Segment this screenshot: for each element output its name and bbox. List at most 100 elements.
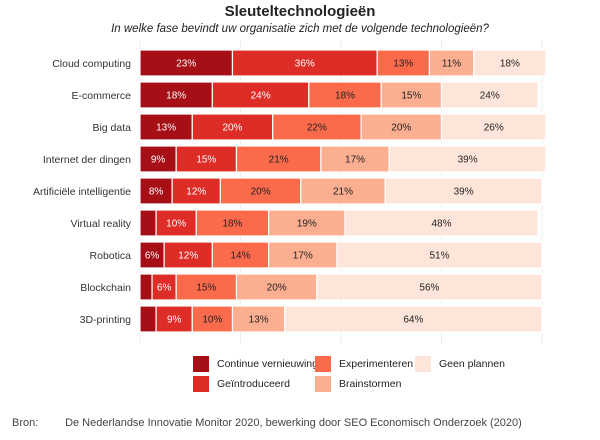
bar-segment — [300, 177, 386, 205]
bar-segment — [175, 145, 238, 173]
legend-item: Experimenteren — [315, 356, 413, 372]
data-label: 13% — [393, 59, 413, 70]
legend-label: Geen plannen — [439, 358, 505, 370]
category-label: Robotica — [90, 250, 132, 262]
category-label: Artificiële intelligentie — [33, 186, 131, 198]
data-label: 26% — [484, 123, 504, 134]
bar-segment — [473, 49, 547, 77]
category-label: E-commerce — [71, 90, 131, 102]
data-label: 17% — [293, 251, 313, 262]
data-label: 18% — [222, 219, 242, 230]
data-label: 10% — [166, 219, 186, 230]
bar-segment — [139, 113, 193, 141]
source-label: Bron: — [12, 417, 39, 429]
bar-segment — [175, 273, 238, 301]
data-label: 51% — [429, 251, 449, 262]
data-label: 11% — [442, 59, 461, 70]
chart-subtitle: In welke fase bevindt uw organisatie zic… — [111, 23, 489, 35]
bar-segment — [139, 49, 234, 77]
data-label: 6% — [157, 283, 172, 294]
data-label: 15% — [196, 155, 216, 166]
bar-segment — [272, 113, 362, 141]
bar-segment — [376, 49, 431, 77]
chart-title: Sleuteltechnologieën — [224, 3, 376, 20]
data-label: 13% — [156, 123, 176, 134]
bar-segment — [191, 113, 274, 141]
bar-segment — [151, 273, 177, 301]
legend-swatch — [193, 376, 209, 392]
data-label: 9% — [167, 315, 182, 326]
data-label: 18% — [166, 91, 186, 102]
category-label: Blockchain — [80, 282, 131, 294]
category-label: Cloud computing — [52, 58, 131, 70]
data-label: 24% — [480, 91, 500, 102]
legend-swatch — [193, 356, 209, 372]
bar-segment — [268, 209, 346, 237]
category-label: Virtual reality — [71, 218, 132, 230]
bar-segment — [388, 145, 547, 173]
data-label: 36% — [295, 59, 315, 70]
bar-segment — [380, 81, 443, 109]
data-label: 15% — [196, 283, 216, 294]
bar-segment — [316, 273, 543, 301]
bar-segment — [191, 305, 234, 333]
legend-label: Continue vernieuwing — [217, 358, 318, 370]
bar-segment — [440, 81, 539, 109]
bar-segment — [139, 273, 153, 301]
data-label: 64% — [403, 315, 423, 326]
data-label: 12% — [178, 251, 198, 262]
legend-label: Experimenteren — [339, 358, 414, 370]
legend-item: Continue vernieuwing — [193, 356, 318, 372]
source-text: De Nederlandse Innovatie Monitor 2020, b… — [65, 417, 522, 429]
bar-segment — [139, 209, 157, 237]
data-label: 19% — [297, 219, 317, 230]
data-label: 12% — [186, 187, 206, 198]
data-label: 14% — [230, 251, 250, 262]
data-label: 18% — [500, 59, 520, 70]
bar-segment — [195, 209, 270, 237]
legend-swatch — [315, 376, 331, 392]
data-label: 8% — [149, 187, 164, 198]
data-label: 24% — [251, 91, 271, 102]
category-label: 3D-printing — [80, 314, 132, 326]
data-label: 17% — [345, 155, 365, 166]
legend-item: Brainstormen — [315, 376, 401, 392]
data-label: 20% — [251, 187, 271, 198]
bar-segment — [155, 209, 197, 237]
bar-segment — [231, 305, 286, 333]
data-label: 39% — [458, 155, 478, 166]
data-label: 6% — [145, 251, 160, 262]
data-label: 20% — [267, 283, 287, 294]
category-label: Big data — [92, 122, 131, 134]
bar-segment — [384, 177, 543, 205]
legend-swatch — [415, 356, 431, 372]
data-label: 13% — [249, 315, 269, 326]
data-label: 21% — [333, 187, 353, 198]
source-note: Bron: De Nederlandse Innovatie Monitor 2… — [12, 417, 522, 429]
bar-segment — [440, 113, 547, 141]
legend-label: Brainstormen — [339, 378, 402, 390]
bar-segment — [139, 177, 173, 205]
legend-label: Geïntroduceerd — [217, 378, 290, 390]
bar-segment — [139, 305, 157, 333]
data-label: 22% — [307, 123, 327, 134]
data-label: 10% — [202, 315, 222, 326]
data-label: 23% — [176, 59, 196, 70]
stacked-bar-chart: Cloud computing 23% 36% 13% 11% 18% E-commerce… — [33, 40, 547, 344]
data-label: 9% — [151, 155, 166, 166]
data-label: 15% — [401, 91, 421, 102]
data-label: 56% — [419, 283, 439, 294]
bar-segment — [344, 209, 539, 237]
data-label: 18% — [335, 91, 355, 102]
data-label: 21% — [269, 155, 289, 166]
data-label: 20% — [222, 123, 242, 134]
category-label: Internet der dingen — [43, 154, 131, 166]
bar-segment — [336, 241, 543, 269]
bar-segment — [235, 145, 322, 173]
bar-segment — [219, 177, 302, 205]
legend-item: Geen plannen — [415, 356, 505, 372]
data-label: 48% — [431, 219, 451, 230]
legend-item: Geïntroduceerd — [193, 376, 290, 392]
data-label: 39% — [454, 187, 474, 198]
data-label: 20% — [391, 123, 411, 134]
